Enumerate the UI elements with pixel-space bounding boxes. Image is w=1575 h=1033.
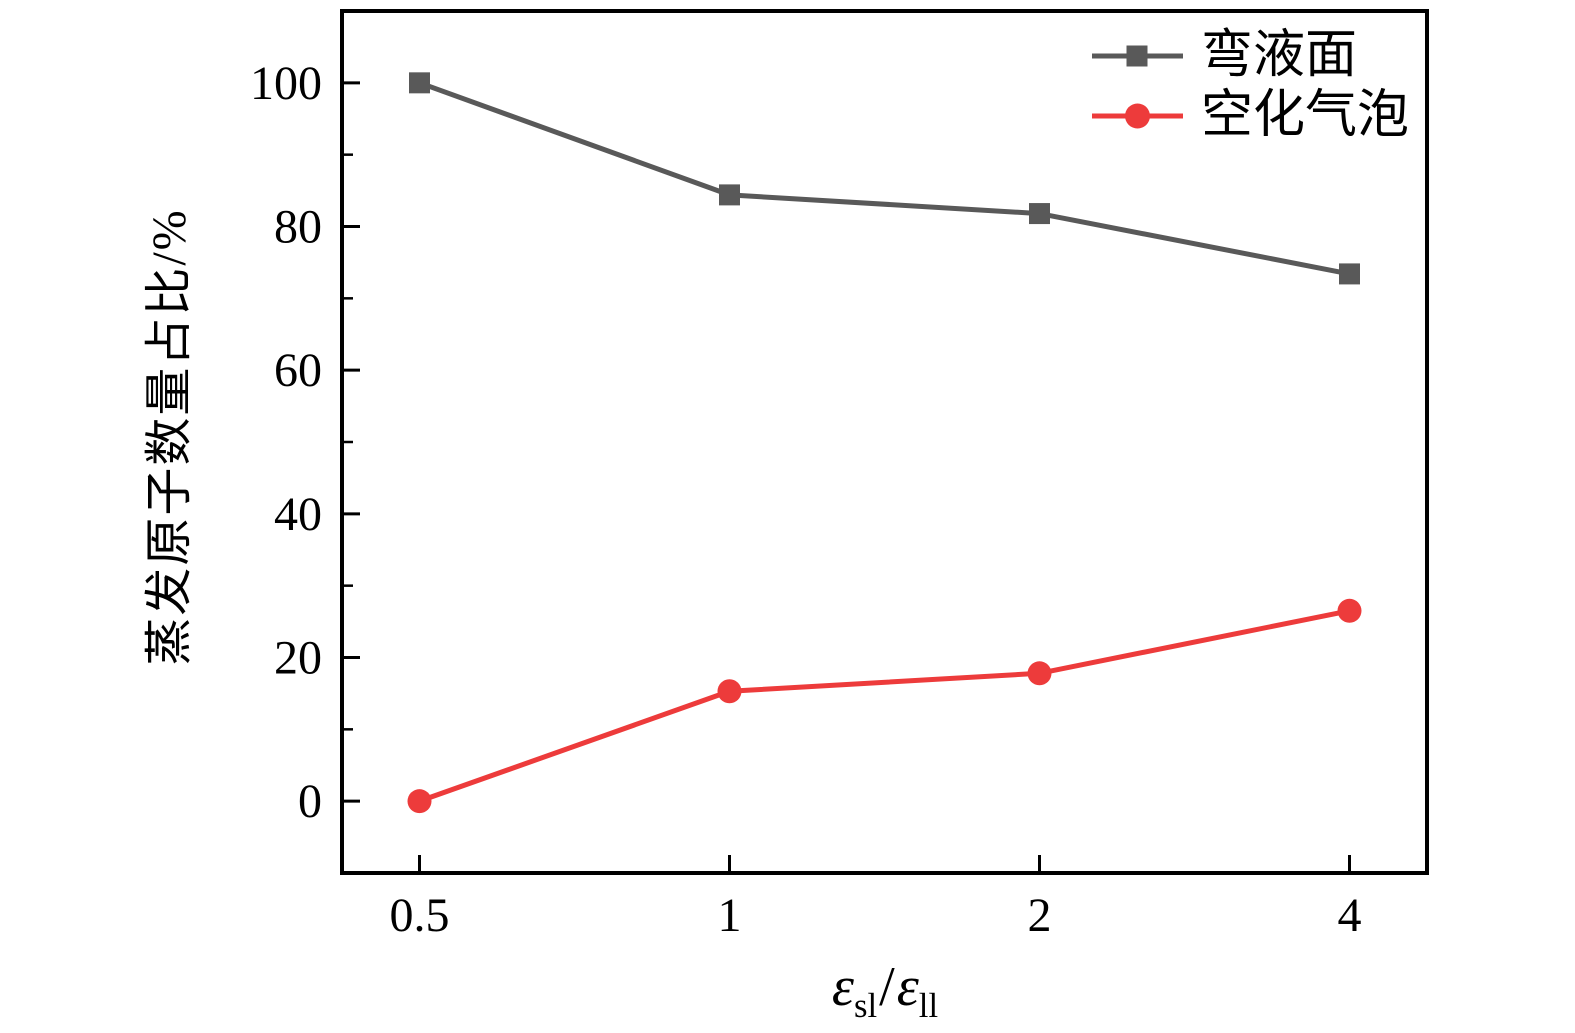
series-0-marker (719, 184, 740, 206)
x-tick-label: 1 (718, 889, 742, 942)
x-label-subscript-sl: sl (853, 986, 878, 1026)
legend-item: 空化气泡 (1090, 86, 1409, 146)
x-tick-label: 0.5 (390, 889, 450, 942)
legend-label: 空化气泡 (1201, 87, 1410, 144)
x-axis-label: εsl/εll (735, 955, 1035, 1023)
x-tick-label: 2 (1028, 889, 1052, 942)
y-tick-label: 40 (274, 488, 322, 541)
legend-sample-shape (1126, 45, 1148, 67)
y-tick-label: 60 (274, 344, 322, 397)
legend-sample-shape (1125, 103, 1150, 129)
x-label-epsilon-1: ε (831, 956, 854, 1018)
legend-sample-square-icon (1092, 45, 1183, 67)
series-0-marker (1339, 263, 1360, 285)
series-1-marker (1027, 661, 1052, 686)
x-label-epsilon-2: ε (896, 956, 919, 1018)
y-axis-label: 蒸发原子数量占比/% (143, 208, 196, 666)
series-0-line (418, 80, 1350, 277)
series-1-marker (1337, 598, 1362, 623)
series-0-marker (409, 72, 430, 94)
series-1-line (418, 608, 1350, 804)
series-1-marker (717, 679, 742, 704)
x-label-subscript-ll: ll (918, 986, 939, 1026)
legend-label: 弯液面 (1201, 27, 1358, 84)
series-1-marker (407, 789, 432, 814)
y-tick-label: 20 (274, 632, 322, 685)
series-0-marker (1029, 203, 1050, 225)
x-label-divider: / (879, 956, 895, 1018)
legend-sample-circle-icon (1092, 103, 1183, 129)
legend-item: 弯液面 (1090, 26, 1409, 86)
x-tick-label: 4 (1338, 889, 1362, 942)
y-tick-label: 0 (298, 775, 322, 828)
legend: 弯液面 空化气泡 (1090, 26, 1409, 146)
y-tick-label: 100 (250, 57, 322, 110)
y-tick-label: 80 (274, 201, 322, 254)
